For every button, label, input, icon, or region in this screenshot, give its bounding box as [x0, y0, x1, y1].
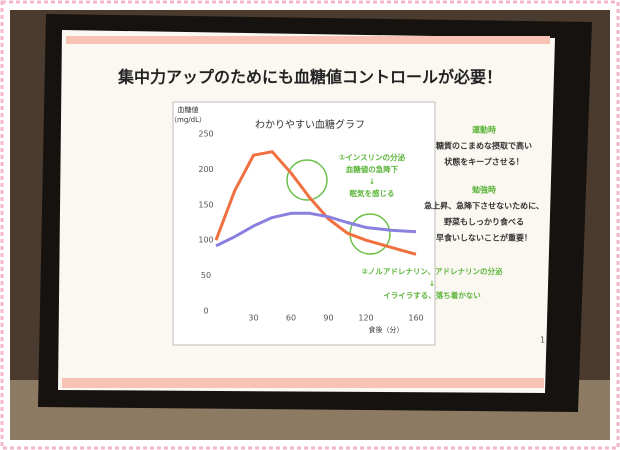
- side-note-line: 野菜もしっかり食べる: [444, 217, 524, 227]
- annotation: ↓: [369, 177, 375, 186]
- y-axis-label: 血糖値: [178, 105, 199, 114]
- chart-panel: [172, 101, 436, 346]
- y-tick-label: 0: [203, 307, 208, 316]
- line-series: [215, 211, 417, 248]
- line-series: [214, 150, 417, 256]
- side-note-line: 糖質のこまめな摂取で高い: [436, 141, 532, 151]
- x-tick-label: 120: [358, 314, 373, 323]
- annotation: 血糖値の急降下: [346, 164, 399, 174]
- y-tick-label: 150: [198, 200, 213, 209]
- chart-title: わかりやすい血糖グラフ: [255, 118, 365, 131]
- side-note-heading: 勉強時: [471, 185, 496, 195]
- x-tick-label: 90: [323, 314, 333, 323]
- y-axis-label: （mg/dL）: [170, 116, 206, 124]
- y-tick-label: 50: [201, 271, 211, 280]
- highlight-circle: [286, 159, 328, 201]
- annotation: ①インスリンの分泌: [339, 152, 406, 162]
- page-number: 1: [540, 336, 545, 345]
- x-tick-label: 160: [408, 314, 423, 323]
- slide-title: 集中力アップのためにも血糖値コントロールが必要！: [117, 68, 502, 87]
- side-note-heading: 運動時: [472, 125, 496, 135]
- side-note-line: 状態をキープさせる！: [444, 157, 524, 167]
- side-note-line: 急上昇、急降下させないために、: [424, 201, 544, 211]
- y-tick-label: 250: [198, 130, 213, 139]
- annotation: イライラする、落ち着かない: [383, 290, 481, 300]
- x-axis-label: 食後（分）: [369, 325, 404, 334]
- annotation: 眠気を感じる: [350, 188, 395, 198]
- y-tick-label: 100: [198, 236, 213, 245]
- annotation: ↓: [429, 279, 435, 288]
- annotation: ②ノルアドレナリン、アドレナリンの分泌: [362, 266, 503, 276]
- x-tick-label: 60: [286, 314, 296, 323]
- x-tick-label: 30: [248, 314, 258, 323]
- slide-bottom-border: [62, 378, 544, 388]
- side-note-line: 早食いしないことが重要！: [436, 233, 532, 243]
- slide-top-border: [66, 36, 550, 44]
- y-tick-label: 200: [198, 165, 213, 174]
